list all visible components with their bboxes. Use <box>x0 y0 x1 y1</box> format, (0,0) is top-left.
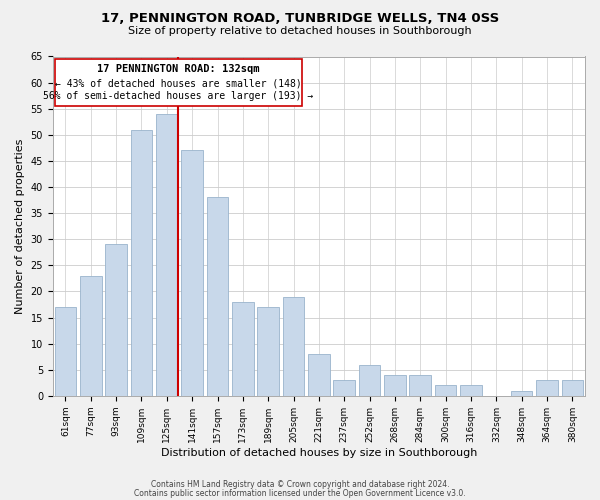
Bar <box>80 276 101 396</box>
Bar <box>207 198 228 396</box>
Bar <box>562 380 583 396</box>
Text: Contains public sector information licensed under the Open Government Licence v3: Contains public sector information licen… <box>134 488 466 498</box>
Bar <box>536 380 558 396</box>
Bar <box>359 364 380 396</box>
Bar <box>257 307 279 396</box>
FancyBboxPatch shape <box>55 59 302 106</box>
Bar <box>283 296 304 396</box>
Text: Size of property relative to detached houses in Southborough: Size of property relative to detached ho… <box>128 26 472 36</box>
Bar <box>156 114 178 396</box>
Text: Contains HM Land Registry data © Crown copyright and database right 2024.: Contains HM Land Registry data © Crown c… <box>151 480 449 489</box>
Bar <box>409 375 431 396</box>
Bar <box>460 386 482 396</box>
Bar <box>384 375 406 396</box>
Text: 56% of semi-detached houses are larger (193) →: 56% of semi-detached houses are larger (… <box>43 91 314 101</box>
Bar <box>308 354 329 396</box>
Bar <box>334 380 355 396</box>
Bar <box>232 302 254 396</box>
Bar <box>511 390 532 396</box>
Bar <box>181 150 203 396</box>
Bar <box>131 130 152 396</box>
Text: 17, PENNINGTON ROAD, TUNBRIDGE WELLS, TN4 0SS: 17, PENNINGTON ROAD, TUNBRIDGE WELLS, TN… <box>101 12 499 26</box>
X-axis label: Distribution of detached houses by size in Southborough: Distribution of detached houses by size … <box>161 448 477 458</box>
Bar <box>55 307 76 396</box>
Bar <box>106 244 127 396</box>
Bar <box>435 386 457 396</box>
Text: 17 PENNINGTON ROAD: 132sqm: 17 PENNINGTON ROAD: 132sqm <box>97 64 260 74</box>
Text: ← 43% of detached houses are smaller (148): ← 43% of detached houses are smaller (14… <box>55 78 302 88</box>
Y-axis label: Number of detached properties: Number of detached properties <box>15 138 25 314</box>
